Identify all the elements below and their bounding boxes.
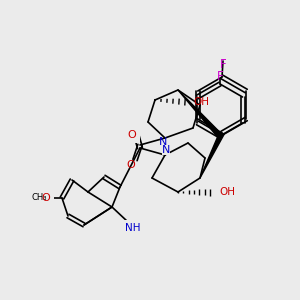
Text: O: O	[128, 130, 136, 140]
Text: O: O	[127, 160, 135, 170]
Text: O: O	[42, 193, 50, 203]
Text: N: N	[159, 137, 167, 147]
Polygon shape	[200, 132, 224, 178]
Text: F: F	[217, 70, 223, 83]
Text: NH: NH	[125, 223, 141, 233]
Text: OH: OH	[193, 97, 209, 107]
Text: F: F	[220, 58, 226, 71]
Text: CH₃: CH₃	[32, 194, 47, 202]
Polygon shape	[178, 90, 222, 138]
Text: N: N	[162, 145, 170, 155]
Text: OH: OH	[219, 187, 235, 197]
